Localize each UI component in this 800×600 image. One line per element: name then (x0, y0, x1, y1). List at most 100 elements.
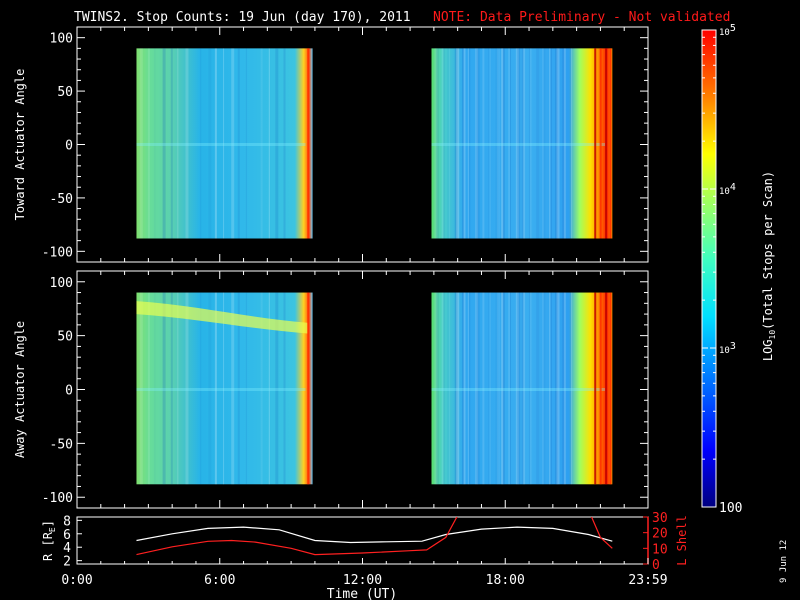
heatmap-streak (541, 48, 544, 239)
heatmap-streak (550, 48, 552, 239)
high-count-streak (609, 48, 612, 239)
colorbar-tick-label: 105 (719, 23, 736, 38)
r-axis-label-main: R [R (41, 531, 55, 561)
high-count-streak (605, 48, 608, 239)
heatmap-streak (208, 292, 212, 485)
colorbar-tick-exp: 4 (730, 182, 736, 193)
heatmap-streak (268, 48, 270, 239)
colorbar-ramp (701, 29, 717, 508)
colorbar-tick-base: 100 (719, 501, 742, 516)
heatmap-streak (245, 48, 247, 239)
heatmap-streak (536, 292, 540, 485)
heatmap-streak (530, 48, 532, 239)
l-shell-line (136, 517, 613, 556)
heatmap-streak (162, 48, 166, 239)
r-tick-label: 8 (63, 514, 71, 529)
time-tick-label: 18:00 (486, 573, 525, 588)
colorbar-tick-base: 10 (719, 346, 730, 356)
heatmap-streak (268, 292, 270, 485)
heatmap-streak (556, 48, 560, 239)
heatmap-streak (488, 292, 490, 485)
r-tick-label: 2 (63, 555, 71, 570)
heatmap-streak (530, 292, 532, 485)
heatmap-streak (528, 48, 530, 239)
heatmap-streak (139, 292, 143, 485)
lshell-tick-label: 0 (652, 558, 660, 573)
heatmap-streak (523, 48, 526, 239)
heatmap-streak (448, 292, 450, 485)
heatmap-streak (185, 292, 189, 485)
heatmap-streak (283, 48, 286, 239)
heatmap-streak (462, 48, 465, 239)
y-tick-label: 0 (65, 139, 73, 154)
heatmap-streak (501, 292, 504, 485)
heatmap-streak (562, 292, 565, 485)
heatmap-streak (214, 48, 217, 239)
heatmap-streak (482, 292, 485, 485)
y-tick-label: -50 (50, 192, 73, 207)
heatmap-streak (456, 48, 460, 239)
heatmap-streak (231, 292, 235, 485)
lshell-tick-label: 30 (652, 511, 668, 526)
heatmap-streak (463, 292, 466, 485)
heatmap-streak (502, 292, 505, 485)
heatmap-streak (496, 48, 500, 239)
heatmap-streak (170, 48, 173, 239)
heatmap-streak (231, 48, 235, 239)
high-count-streak (307, 292, 310, 485)
heatmap-streak (275, 292, 279, 485)
heatmap-streak (441, 292, 444, 485)
lshell-tick-label: 20 (652, 527, 668, 542)
heatmap-streak (139, 48, 143, 239)
heatmap-streak (185, 48, 189, 239)
heatmap-streak (454, 48, 458, 239)
heatmap-streak (434, 48, 438, 239)
y-tick-label: -100 (42, 491, 73, 506)
heatmap-streak (475, 292, 479, 485)
zero-angle-stripe (431, 143, 606, 146)
high-count-streak (599, 48, 602, 239)
colorbar-tick-label: 103 (719, 341, 736, 356)
heatmap-streak (549, 48, 551, 239)
heatmap-streak (528, 292, 530, 485)
heatmap-streak (435, 292, 439, 485)
heatmap-streak (237, 292, 240, 485)
heatmap-streak (510, 48, 512, 239)
high-count-streak (609, 292, 612, 485)
heatmap-streak (523, 292, 526, 485)
y-axis-label: Toward Actuator Angle (13, 69, 27, 221)
r-tick-label: 4 (63, 541, 71, 556)
heatmap-streak (467, 292, 469, 485)
high-count-streak (599, 292, 602, 485)
heatmap-streak (521, 48, 524, 239)
heatmap-streak (543, 292, 546, 485)
heatmap-streak (454, 292, 458, 485)
heatmap-streak (563, 292, 566, 485)
figure-title: TWINS2. Stop Counts: 19 Jun (day 170), 2… (74, 10, 411, 25)
heatmap-streak (469, 48, 471, 239)
heatmap-streak (463, 48, 466, 239)
r-distance-line (136, 526, 613, 544)
heatmap-streak (555, 48, 559, 239)
heatmap-streak (489, 48, 491, 239)
high-count-streak (594, 292, 597, 485)
heatmap-streak (501, 48, 504, 239)
heatmap-streak (223, 48, 225, 239)
heatmap-streak (443, 292, 446, 485)
heatmap-streak (571, 48, 573, 239)
heatmap-streak (260, 292, 263, 485)
y-axis-label: Away Actuator Angle (13, 321, 27, 458)
colorbar-label-prefix: LOG (761, 339, 775, 361)
colorbar-tick-base: 10 (719, 187, 730, 197)
heatmap-streak (223, 292, 225, 485)
heatmap-streak (208, 48, 212, 239)
time-tick-label: 12:00 (343, 573, 382, 588)
heatmap-streak (275, 48, 279, 239)
heatmap-streak (496, 292, 500, 485)
heatmap-streak (515, 292, 519, 485)
date-stamp: 9 Jun 12 (779, 540, 789, 583)
heatmap-streak (462, 292, 465, 485)
heatmap-streak (508, 292, 510, 485)
heatmap-streak (283, 292, 286, 485)
